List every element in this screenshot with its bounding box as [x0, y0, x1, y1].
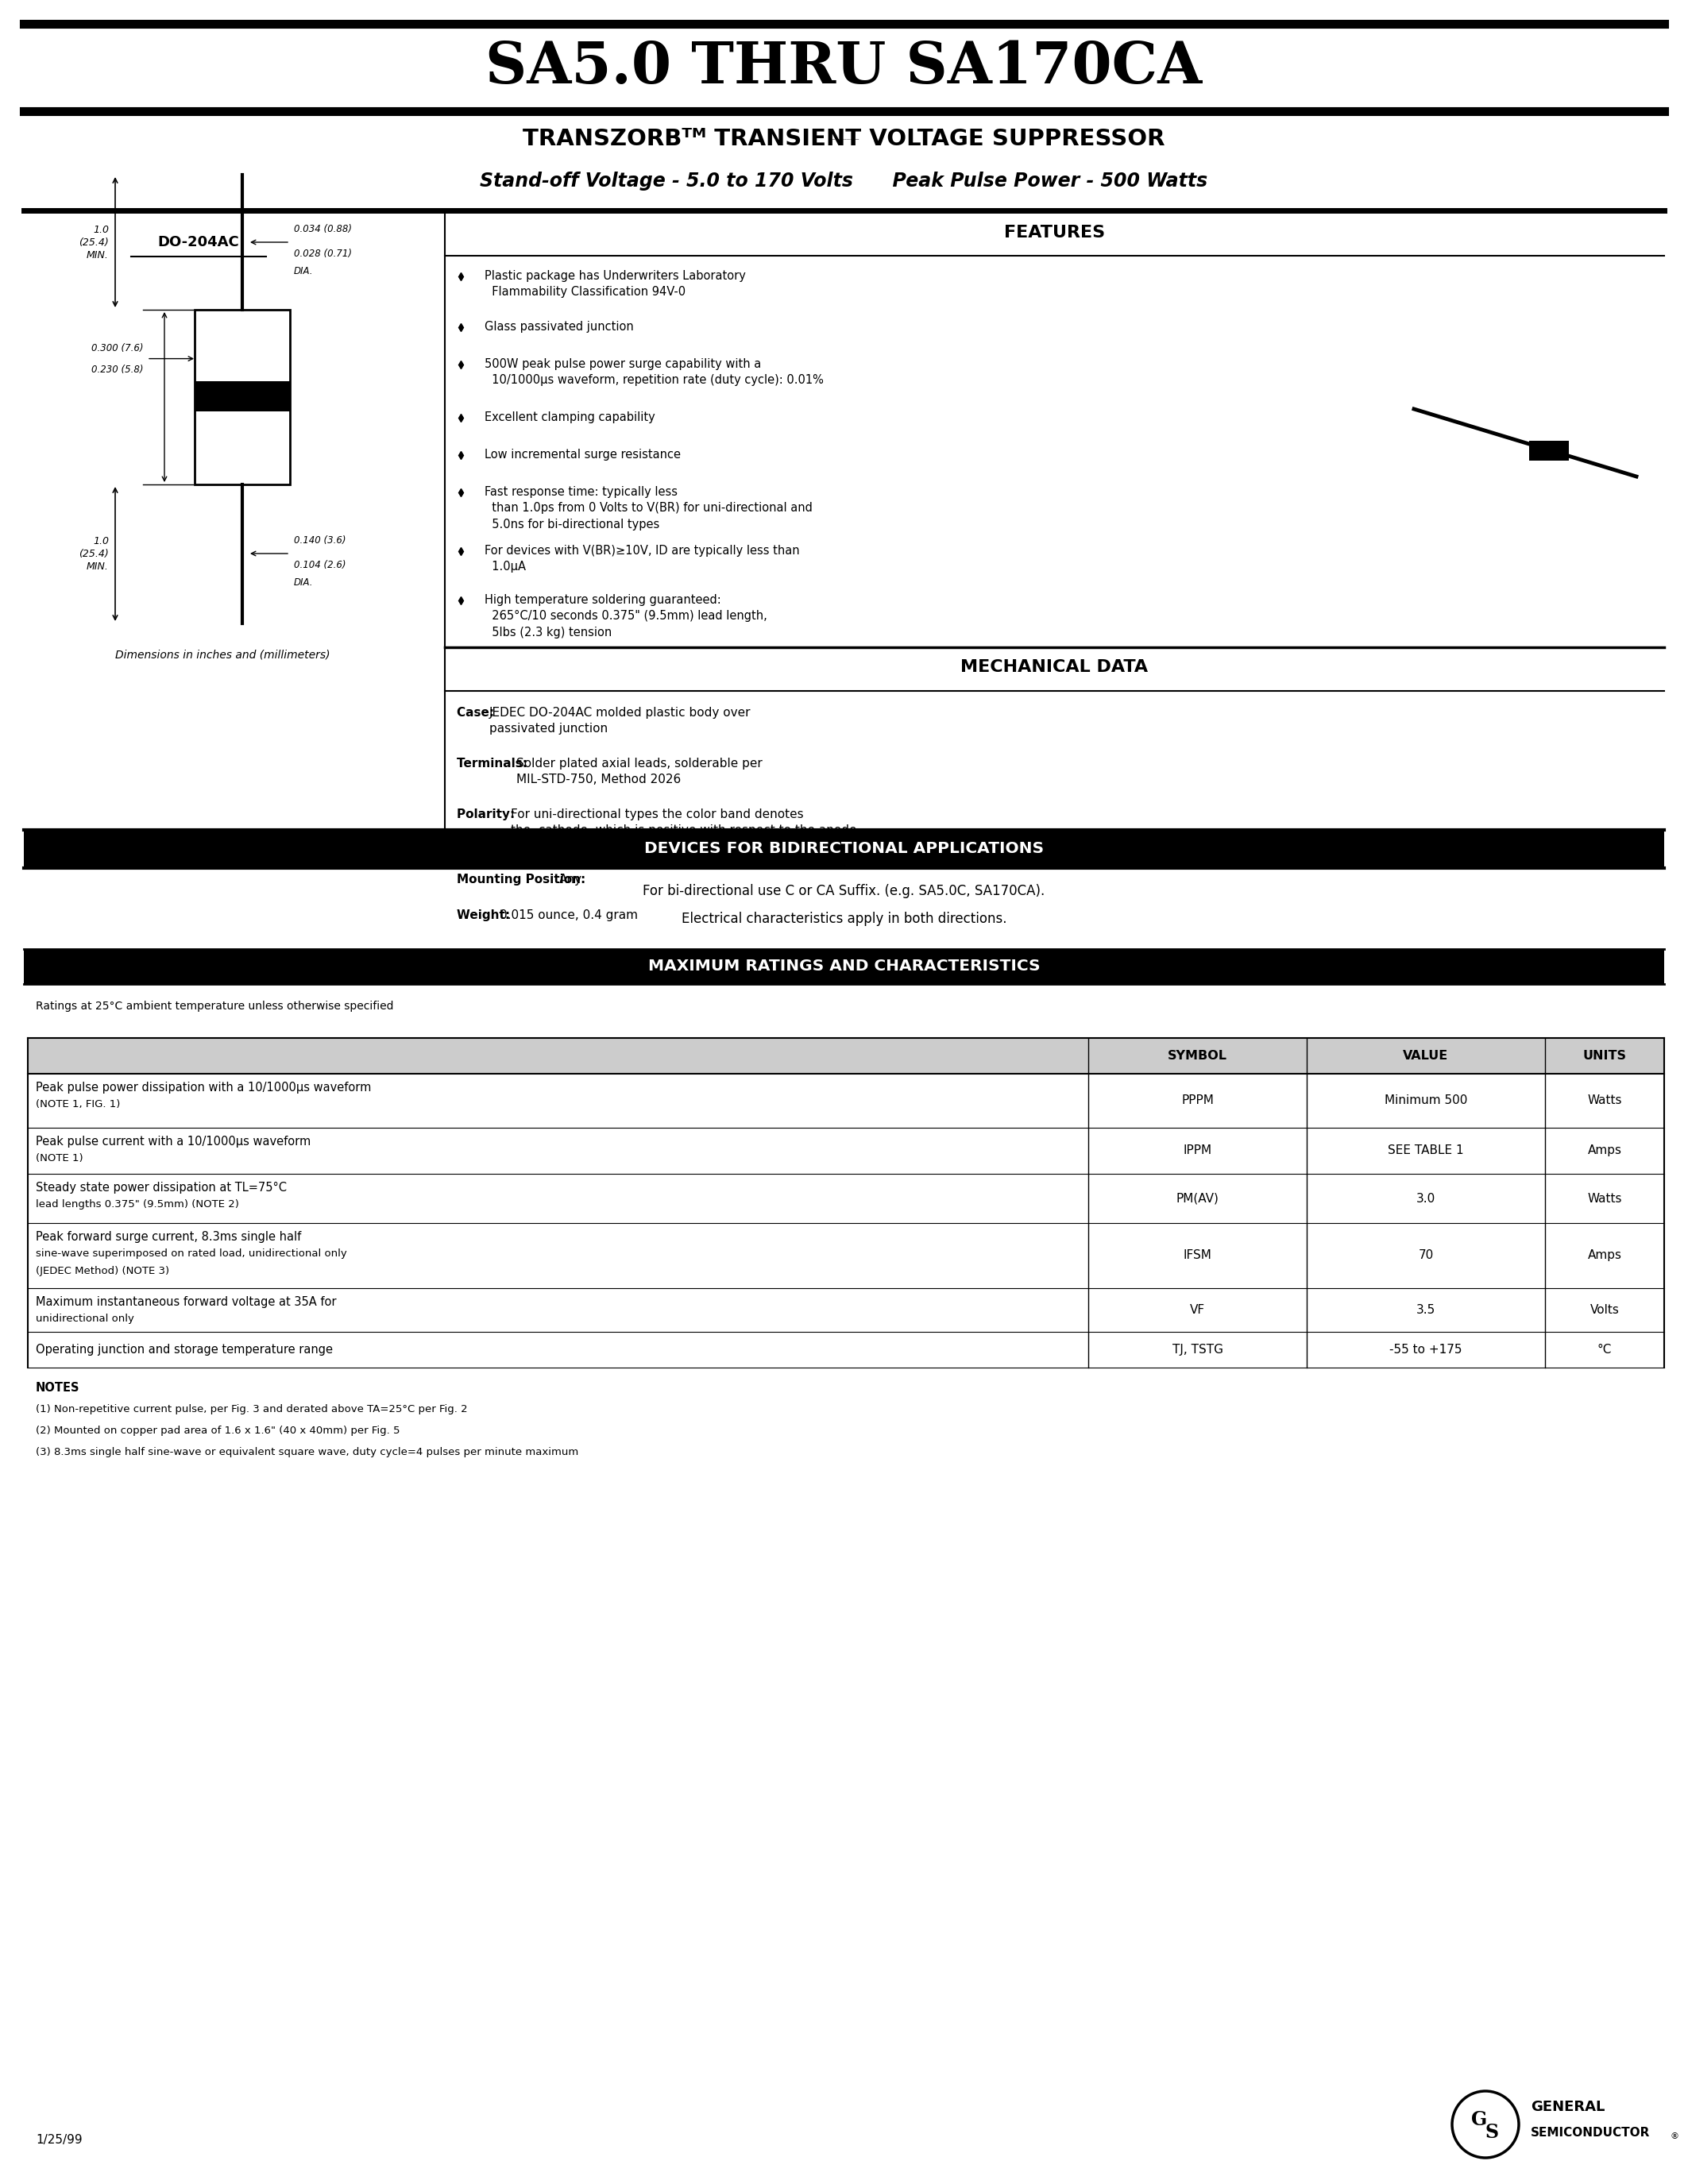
Text: G: G [1470, 2110, 1487, 2129]
Text: 3.0: 3.0 [1416, 1192, 1435, 1203]
Text: Volts: Volts [1590, 1304, 1619, 1317]
Text: MAXIMUM RATINGS AND CHARACTERISTICS: MAXIMUM RATINGS AND CHARACTERISTICS [648, 959, 1040, 974]
Text: (NOTE 1): (NOTE 1) [35, 1153, 83, 1164]
Text: JEDEC DO-204AC molded plastic body over
passivated junction: JEDEC DO-204AC molded plastic body over … [490, 708, 751, 734]
Text: DIA.: DIA. [294, 266, 314, 277]
Text: NOTES: NOTES [35, 1382, 79, 1393]
Text: Maximum instantaneous forward voltage at 35A for: Maximum instantaneous forward voltage at… [35, 1295, 336, 1308]
Bar [194, 382, 290, 411]
Text: Watts: Watts [1587, 1094, 1622, 1107]
Text: (JEDEC Method) (NOTE 3): (JEDEC Method) (NOTE 3) [35, 1267, 169, 1275]
Text: Peak forward surge current, 8.3ms single half: Peak forward surge current, 8.3ms single… [35, 1232, 300, 1243]
Bar [194, 310, 290, 485]
Text: Electrical characteristics apply in both directions.: Electrical characteristics apply in both… [682, 911, 1006, 926]
Text: SEE TABLE 1: SEE TABLE 1 [1388, 1144, 1463, 1158]
Text: lead lengths 0.375" (9.5mm) (NOTE 2): lead lengths 0.375" (9.5mm) (NOTE 2) [35, 1199, 240, 1210]
Text: For devices with V(BR)≥10V, ID are typically less than
  1.0μA: For devices with V(BR)≥10V, ID are typic… [484, 544, 800, 572]
Text: 1.0
(25.4)
MIN.: 1.0 (25.4) MIN. [79, 535, 108, 572]
Bar [1529, 441, 1568, 461]
Text: Amps: Amps [1587, 1144, 1622, 1158]
Text: 0.015 ounce, 0.4 gram: 0.015 ounce, 0.4 gram [500, 909, 638, 922]
Text: Watts: Watts [1587, 1192, 1622, 1203]
Text: (NOTE 1, FIG. 1): (NOTE 1, FIG. 1) [35, 1099, 120, 1109]
Text: TJ, TSTG: TJ, TSTG [1171, 1343, 1222, 1356]
Text: Operating junction and storage temperature range: Operating junction and storage temperatu… [35, 1343, 333, 1356]
Text: UNITS: UNITS [1583, 1051, 1627, 1061]
Text: S: S [1485, 2123, 1499, 2143]
Text: PPPM: PPPM [1182, 1094, 1214, 1107]
Text: Peak pulse power dissipation with a 10/1000μs waveform: Peak pulse power dissipation with a 10/1… [35, 1081, 371, 1094]
Text: For bi-directional use C or CA Suffix. (e.g. SA5.0C, SA170CA).: For bi-directional use C or CA Suffix. (… [643, 885, 1045, 898]
Text: Weight:: Weight: [457, 909, 515, 922]
Text: DO-204AC: DO-204AC [157, 236, 240, 249]
Text: Any: Any [559, 874, 582, 885]
Text: Peak pulse current with a 10/1000μs waveform: Peak pulse current with a 10/1000μs wave… [35, 1136, 311, 1147]
Text: Solder plated axial leads, solderable per
MIL-STD-750, Method 2026: Solder plated axial leads, solderable pe… [517, 758, 763, 786]
Text: unidirectional only: unidirectional only [35, 1313, 133, 1324]
Text: 1/25/99: 1/25/99 [35, 2134, 83, 2147]
Text: IPPM: IPPM [1183, 1144, 1212, 1158]
Text: 0.104 (2.6): 0.104 (2.6) [294, 559, 346, 570]
Text: SYMBOL: SYMBOL [1168, 1051, 1227, 1061]
Text: Case:: Case: [457, 708, 498, 719]
Text: °C: °C [1597, 1343, 1612, 1356]
Bar [27, 1037, 1664, 1075]
Text: VF: VF [1190, 1304, 1205, 1317]
Text: 0.300 (7.6): 0.300 (7.6) [91, 343, 143, 354]
Text: -55 to +175: -55 to +175 [1389, 1343, 1462, 1356]
Text: ®: ® [1669, 2132, 1678, 2140]
Text: PM(AV): PM(AV) [1177, 1192, 1219, 1203]
Text: Amps: Amps [1587, 1249, 1622, 1262]
Text: 500W peak pulse power surge capability with a
  10/1000μs waveform, repetition r: 500W peak pulse power surge capability w… [484, 358, 824, 387]
Text: SA5.0 THRU SA170CA: SA5.0 THRU SA170CA [486, 39, 1202, 96]
Text: 70: 70 [1418, 1249, 1433, 1262]
Text: Excellent clamping capability: Excellent clamping capability [484, 411, 655, 424]
Text: IFSM: IFSM [1183, 1249, 1212, 1262]
Text: SEMICONDUCTOR: SEMICONDUCTOR [1531, 2127, 1651, 2138]
Text: 0.140 (3.6): 0.140 (3.6) [294, 535, 346, 546]
Text: GENERAL: GENERAL [1531, 2099, 1605, 2114]
Text: 0.034 (0.88): 0.034 (0.88) [294, 225, 351, 234]
Text: Stand-off Voltage - 5.0 to 170 Volts      Peak Pulse Power - 500 Watts: Stand-off Voltage - 5.0 to 170 Volts Pea… [479, 173, 1209, 190]
Text: DEVICES FOR BIDIRECTIONAL APPLICATIONS: DEVICES FOR BIDIRECTIONAL APPLICATIONS [645, 841, 1043, 856]
Text: Fast response time: typically less
  than 1.0ps from 0 Volts to V(BR) for uni-di: Fast response time: typically less than … [484, 487, 812, 531]
Text: 0.028 (0.71): 0.028 (0.71) [294, 249, 351, 260]
Text: Minimum 500: Minimum 500 [1384, 1094, 1467, 1107]
Text: Low incremental surge resistance: Low incremental surge resistance [484, 448, 680, 461]
Text: Dimensions in inches and (millimeters): Dimensions in inches and (millimeters) [115, 649, 329, 662]
Text: FEATURES: FEATURES [1004, 225, 1106, 240]
Text: High temperature soldering guaranteed:
  265°C/10 seconds 0.375" (9.5mm) lead le: High temperature soldering guaranteed: 2… [484, 594, 766, 638]
Text: MECHANICAL DATA: MECHANICAL DATA [960, 660, 1148, 675]
Text: Glass passivated junction: Glass passivated junction [484, 321, 633, 332]
Text: Terminals:: Terminals: [457, 758, 532, 769]
Text: TRANSZORBᵀᴹ TRANSIENT VOLTAGE SUPPRESSOR: TRANSZORBᵀᴹ TRANSIENT VOLTAGE SUPPRESSOR [523, 129, 1165, 151]
Bar [24, 950, 1664, 985]
Bar [24, 830, 1664, 867]
Text: sine-wave superimposed on rated load, unidirectional only: sine-wave superimposed on rated load, un… [35, 1249, 348, 1258]
Text: 1.0
(25.4)
MIN.: 1.0 (25.4) MIN. [79, 225, 108, 260]
Text: 0.230 (5.8): 0.230 (5.8) [91, 365, 143, 373]
Text: For uni-directional types the color band denotes
the  cathode, which is positive: For uni-directional types the color band… [511, 808, 858, 852]
Text: Ratings at 25°C ambient temperature unless otherwise specified: Ratings at 25°C ambient temperature unle… [35, 1000, 393, 1011]
Text: Polarity:: Polarity: [457, 808, 520, 821]
Text: (1) Non-repetitive current pulse, per Fig. 3 and derated above TA=25°C per Fig. : (1) Non-repetitive current pulse, per Fi… [35, 1404, 468, 1415]
Text: Plastic package has Underwriters Laboratory
  Flammability Classification 94V-0: Plastic package has Underwriters Laborat… [484, 271, 746, 299]
Text: (2) Mounted on copper pad area of 1.6 x 1.6" (40 x 40mm) per Fig. 5: (2) Mounted on copper pad area of 1.6 x … [35, 1426, 400, 1435]
Text: VALUE: VALUE [1403, 1051, 1448, 1061]
Text: DIA.: DIA. [294, 577, 314, 587]
Text: (3) 8.3ms single half sine-wave or equivalent square wave, duty cycle=4 pulses p: (3) 8.3ms single half sine-wave or equiv… [35, 1448, 579, 1457]
Text: Mounting Position:: Mounting Position: [457, 874, 589, 885]
Text: 3.5: 3.5 [1416, 1304, 1435, 1317]
Text: Steady state power dissipation at TL=75°C: Steady state power dissipation at TL=75°… [35, 1182, 287, 1195]
